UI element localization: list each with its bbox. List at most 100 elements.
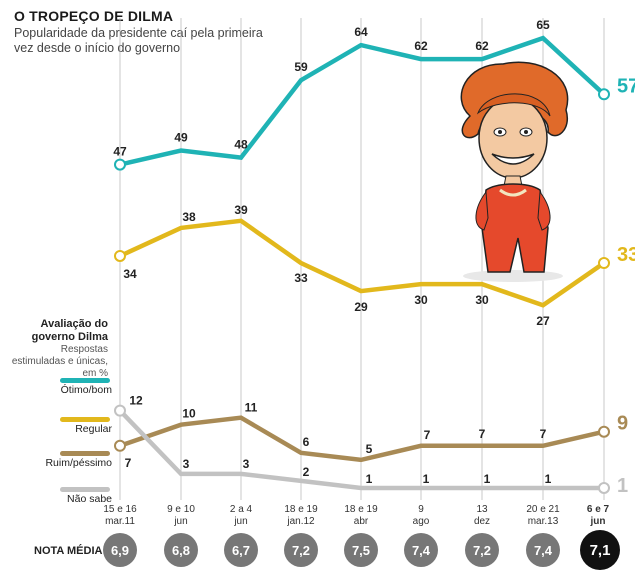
legend-label-0: Ótimo/bom — [60, 384, 112, 396]
legend-swatch-0 — [60, 378, 110, 383]
data-label-0-0: 47 — [113, 145, 127, 159]
data-label-3-5: 1 — [423, 472, 430, 486]
nota-media-row: NOTA MÉDIA 6,9 6,8 6,7 7,2 7,5 7,4 7,2 7,4 7,1 — [34, 530, 620, 570]
nota-media-circle-5 — [404, 533, 438, 567]
nota-media-value-8: 7,1 — [590, 542, 611, 559]
data-label-2-7: 7 — [540, 427, 547, 441]
data-label-2-6: 7 — [479, 427, 486, 441]
series-line-3 — [118, 409, 604, 491]
nota-media-circle-1 — [164, 533, 198, 567]
nota-media-value-1: 6,8 — [172, 543, 190, 558]
data-label-1-4: 29 — [354, 300, 368, 314]
x-tick-label-2-1: jun — [233, 516, 247, 527]
data-label-0-5: 62 — [414, 39, 428, 53]
legend-swatch-1 — [60, 417, 110, 422]
series-line-0 — [119, 35, 606, 167]
data-label-2-4: 5 — [366, 442, 373, 456]
nota-media-circle-8 — [580, 530, 620, 570]
x-tick-label-0-0: 15 e 16 — [103, 504, 137, 515]
data-label-1-1: 38 — [182, 210, 196, 224]
data-label-0-1: 49 — [174, 131, 188, 145]
series-point-3-8 — [598, 481, 610, 494]
x-tick-label-8-1: jun — [590, 516, 606, 527]
x-tick-label-8-0: 6 e 7 — [587, 504, 610, 515]
x-tick-label-4-0: 18 e 19 — [344, 504, 378, 515]
data-label-2-0: 7 — [125, 456, 132, 470]
data-label-2-1: 10 — [182, 407, 196, 421]
data-label-0-7: 65 — [536, 18, 550, 32]
chart-subtitle: Popularidade da presidente caí pela prim… — [14, 26, 263, 55]
series-point-3-0 — [114, 404, 126, 417]
nota-media-circle-0 — [103, 533, 137, 567]
nota-media-circle-4 — [344, 533, 378, 567]
data-label-2-3: 6 — [303, 435, 310, 449]
chart-points — [114, 88, 610, 494]
data-label-3-1: 3 — [183, 457, 190, 471]
legend-label-1: Regular — [75, 423, 112, 435]
nota-media-circle-7 — [526, 533, 560, 567]
series-line-1 — [119, 218, 606, 308]
nota-media-value-7: 7,4 — [534, 543, 553, 558]
data-label-3-8: 1 — [617, 475, 628, 497]
x-tick-label-2-0: 2 a 4 — [230, 504, 253, 515]
nota-media-value-6: 7,2 — [473, 543, 491, 558]
data-label-2-8: 9 — [617, 413, 628, 435]
x-tick-label-0-1: mar.11 — [105, 516, 135, 527]
data-label-0-3: 59 — [294, 60, 308, 74]
data-label-1-5: 30 — [414, 293, 428, 307]
nota-media-circle-6 — [465, 533, 499, 567]
legend-swatch-2 — [60, 451, 110, 456]
nota-media-circle-3 — [284, 533, 318, 567]
legend-title: Avaliação do governo Dilma — [31, 318, 108, 343]
data-label-1-3: 33 — [294, 271, 308, 285]
x-tick-label-3-0: 18 e 19 — [284, 504, 318, 515]
data-label-0-6: 62 — [475, 39, 489, 53]
x-tick-label-4-1: abr — [354, 516, 369, 527]
x-tick-label-1-1: jun — [173, 516, 187, 527]
nota-media-label: NOTA MÉDIA — [34, 544, 102, 557]
nota-media-value-5: 7,4 — [412, 543, 431, 558]
data-label-1-6: 30 — [475, 293, 489, 307]
x-tick-label-6-1: dez — [474, 516, 490, 527]
data-label-3-6: 1 — [484, 472, 491, 486]
legend-swatch-3 — [60, 487, 110, 492]
data-label-0-4: 64 — [354, 25, 368, 39]
x-tick-label-5-1: ago — [413, 516, 430, 527]
data-label-3-3: 2 — [303, 465, 310, 479]
data-label-1-2: 39 — [234, 203, 248, 217]
data-label-3-0: 12 — [129, 394, 143, 408]
nota-media-value-3: 7,2 — [292, 543, 310, 558]
series-point-0-0 — [114, 158, 126, 171]
data-label-0-2: 48 — [234, 138, 248, 152]
x-tick-label-5-0: 9 — [418, 504, 424, 515]
chart-series — [118, 35, 606, 491]
data-label-3-2: 3 — [243, 457, 250, 471]
series-point-2-8 — [598, 425, 610, 438]
nota-media-circle-2 — [224, 533, 258, 567]
x-tick-label-6-0: 13 — [476, 504, 488, 515]
chart-title: O TROPEÇO DE DILMA — [14, 8, 174, 24]
x-tick-label-7-0: 20 e 21 — [526, 504, 560, 515]
series-line-2 — [119, 415, 605, 463]
data-label-2-5: 7 — [424, 428, 431, 442]
series-point-0-8 — [598, 88, 610, 101]
data-label-2-2: 11 — [245, 401, 258, 415]
data-label-0-8: 57 — [617, 75, 635, 97]
data-label-3-7: 1 — [545, 472, 552, 486]
data-label-1-0: 34 — [123, 267, 137, 281]
data-label-1-7: 27 — [536, 314, 550, 328]
legend-label-3: Não sabe — [67, 493, 112, 505]
series-point-1-0 — [114, 249, 126, 262]
dilma-caricature-illustration — [460, 61, 569, 282]
x-tick-label-3-1: jan.12 — [286, 516, 315, 527]
x-tick-label-7-1: mar.13 — [528, 516, 559, 527]
legend-label-2: Ruim/péssimo — [45, 457, 112, 469]
legend-subtitle: Respostas estimuladas e únicas, em % — [11, 344, 108, 379]
series-point-2-0 — [114, 439, 126, 452]
x-tick-label-1-0: 9 e 10 — [167, 504, 195, 515]
nota-media-value-4: 7,5 — [352, 543, 370, 558]
nota-media-value-0: 6,9 — [111, 543, 129, 558]
data-label-1-8: 33 — [617, 244, 635, 266]
nota-media-value-2: 6,7 — [232, 543, 250, 558]
